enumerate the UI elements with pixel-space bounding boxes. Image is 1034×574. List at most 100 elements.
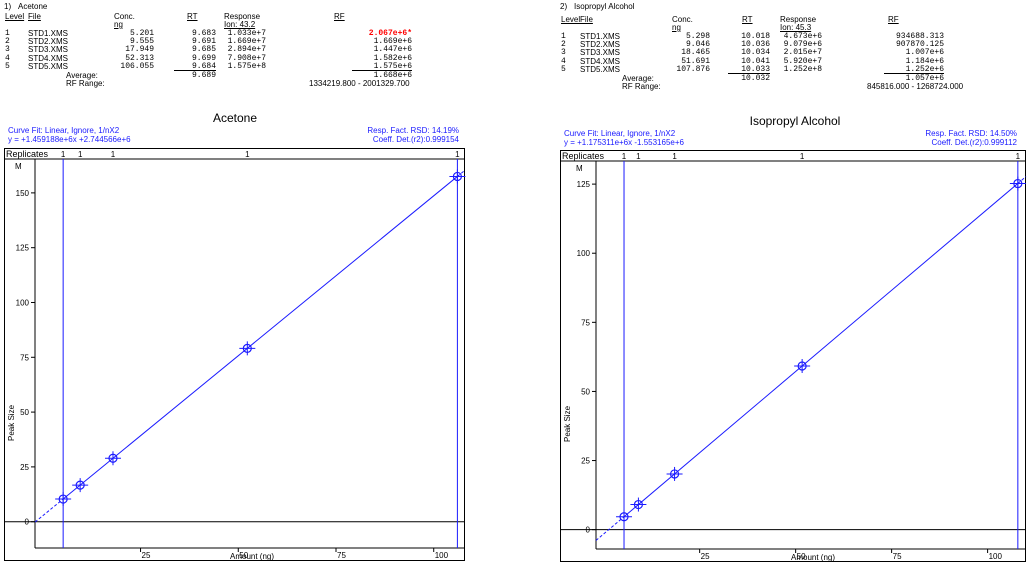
col-header-level: Level	[561, 15, 581, 24]
row-response: 1.575e+8	[227, 61, 266, 71]
row-rt: 9.684	[191, 61, 216, 71]
row-response: 1.669e+7	[227, 37, 266, 47]
rt-sum-rule	[728, 73, 770, 74]
row-rf: 1.575e+6	[373, 61, 412, 71]
row-conc: 51.691	[681, 56, 710, 66]
data-point	[104, 451, 121, 466]
compound-number: 2)	[560, 2, 568, 11]
row-level: 3	[561, 48, 566, 58]
row-rf: 1.669e+6	[373, 37, 412, 47]
y-tick-label: 25	[581, 457, 590, 466]
row-level: 1	[5, 29, 10, 38]
average-label: Average:	[66, 71, 98, 80]
x-axis-label: Amount (ng)	[791, 553, 835, 562]
data-point	[55, 492, 72, 507]
coeff-value: Coeff. Det.(r2):0.999112	[931, 138, 1017, 147]
data-point	[616, 509, 633, 524]
row-rf: 934688.313	[895, 32, 944, 41]
fit-line-extension-low	[34, 498, 64, 523]
y-tick-label: 0	[586, 526, 591, 535]
row-file: STD4.XMS	[28, 53, 69, 63]
fit-equation: y = +1.175311e+6x -1.553165e+6	[564, 138, 684, 147]
row-level: 1	[561, 32, 566, 41]
rf-range-value: 845816.000 - 1268724.000	[867, 82, 964, 91]
data-point	[1009, 176, 1026, 191]
row-file: STD2.XMS	[28, 37, 69, 47]
rf-sum-rule	[352, 70, 412, 71]
y-axis-label: Peak Size	[7, 404, 16, 441]
table-row: 5 STD5.XMS 106.055 9.684 1.575e+8 1.575e+6	[4, 62, 504, 71]
row-conc: 107.876	[676, 64, 710, 74]
row-conc: 106.055	[120, 61, 154, 71]
row-file: STD5.XMS	[580, 64, 621, 74]
fit-line-extension-low	[595, 516, 625, 541]
row-file: STD1.XMS	[28, 29, 69, 38]
fit-line-extension-high	[1017, 176, 1027, 184]
compound-header: 1) Acetone	[4, 2, 47, 11]
average-rt: 9.689	[191, 71, 216, 80]
row-rf: 1.582e+6	[373, 53, 412, 63]
rsd-value: Resp. Fact. RSD: 14.19%	[367, 126, 459, 135]
x-tick-label: 50	[239, 551, 248, 560]
row-level: 2	[561, 40, 566, 50]
col-header-rf: RF	[334, 12, 345, 21]
row-rt: 10.041	[741, 56, 770, 66]
rf-range-value: 1334219.800 - 2001329.700	[309, 79, 410, 88]
data-point	[239, 341, 256, 356]
table-row: 2 STD2.XMS 9.555 9.691 1.669e+7 1.669e+6	[4, 37, 504, 46]
row-level: 5	[5, 61, 10, 71]
fit-line	[623, 183, 1019, 518]
col-header-conc: Conc.	[114, 12, 135, 21]
x-tick-label: 75	[337, 551, 346, 560]
row-response: 1.033e+7	[227, 29, 266, 38]
y-tick-label: 100	[577, 249, 591, 258]
rsd-value: Resp. Fact. RSD: 14.50%	[925, 129, 1017, 138]
replicate-count: 1	[111, 150, 116, 159]
replicate-count: 1	[1016, 152, 1021, 161]
coeff-value: Coeff. Det.(r2):0.999154	[372, 135, 459, 144]
chart-frame	[4, 148, 465, 561]
row-file: STD4.XMS	[580, 56, 621, 66]
calibration-panel-isopropyl-alcohol: 2) Isopropyl Alcohol Level File Conc. RT Respo…	[560, 0, 1034, 572]
fit-equation: y = +1.459188e+6x +2.744566e+6	[8, 135, 131, 144]
row-conc: 5.201	[129, 29, 154, 38]
rf-sum-rule	[884, 73, 944, 74]
curve-fit-label: Curve Fit: Linear, Ignore, 1/nX2	[564, 129, 676, 138]
col-header-rt: RT	[187, 12, 198, 21]
col-header-rf: RF	[888, 15, 899, 24]
compound-name: Acetone	[18, 2, 48, 11]
row-level: 4	[561, 56, 566, 66]
col-header-file: File	[28, 12, 41, 21]
row-response: 2.894e+7	[227, 45, 266, 55]
table-row: 5 STD5.XMS 107.876 10.033 1.252e+8 1.252e+6	[560, 65, 1034, 74]
col-header-conc-unit: ng	[114, 20, 123, 29]
col-header-conc: Conc.	[672, 15, 693, 24]
row-rt: 10.034	[741, 48, 770, 58]
table-row: 3 STD3.XMS 18.465 10.034 2.015e+7 1.007e+6	[560, 48, 1034, 57]
row-response: 4.673e+6	[783, 32, 822, 41]
data-point	[794, 359, 811, 374]
x-tick-label: 100	[435, 551, 449, 560]
col-header-file: File	[580, 15, 593, 24]
row-rf: 1.184e+6	[905, 56, 944, 66]
x-tick-label: 75	[893, 552, 902, 561]
table-row: 1 STD1.XMS 5.298 10.018 4.673e+6 934688.313	[560, 32, 1034, 41]
average-rt: 10.032	[741, 74, 770, 83]
replicate-count: 1	[800, 152, 805, 161]
row-rt: 10.036	[741, 40, 770, 50]
row-response: 2.015e+7	[783, 48, 822, 58]
replicate-count: 1	[672, 152, 677, 161]
y-tick-label: 50	[20, 408, 29, 417]
col-header-rt: RT	[742, 15, 753, 24]
row-response: 1.252e+8	[783, 64, 822, 74]
x-tick-label: 25	[142, 551, 151, 560]
rf-range-label: RF Range:	[622, 82, 661, 91]
data-point	[72, 478, 89, 493]
y-tick-label: 75	[581, 318, 590, 327]
x-tick-label: 100	[989, 552, 1003, 561]
replicate-count: 1	[622, 152, 627, 161]
x-tick-label: 25	[701, 552, 710, 561]
chart-title: Acetone	[212, 111, 258, 125]
rf-range-label: RF Range:	[66, 79, 105, 88]
curve-fit-label: Curve Fit: Linear, Ignore, 1/nX2	[8, 126, 120, 135]
